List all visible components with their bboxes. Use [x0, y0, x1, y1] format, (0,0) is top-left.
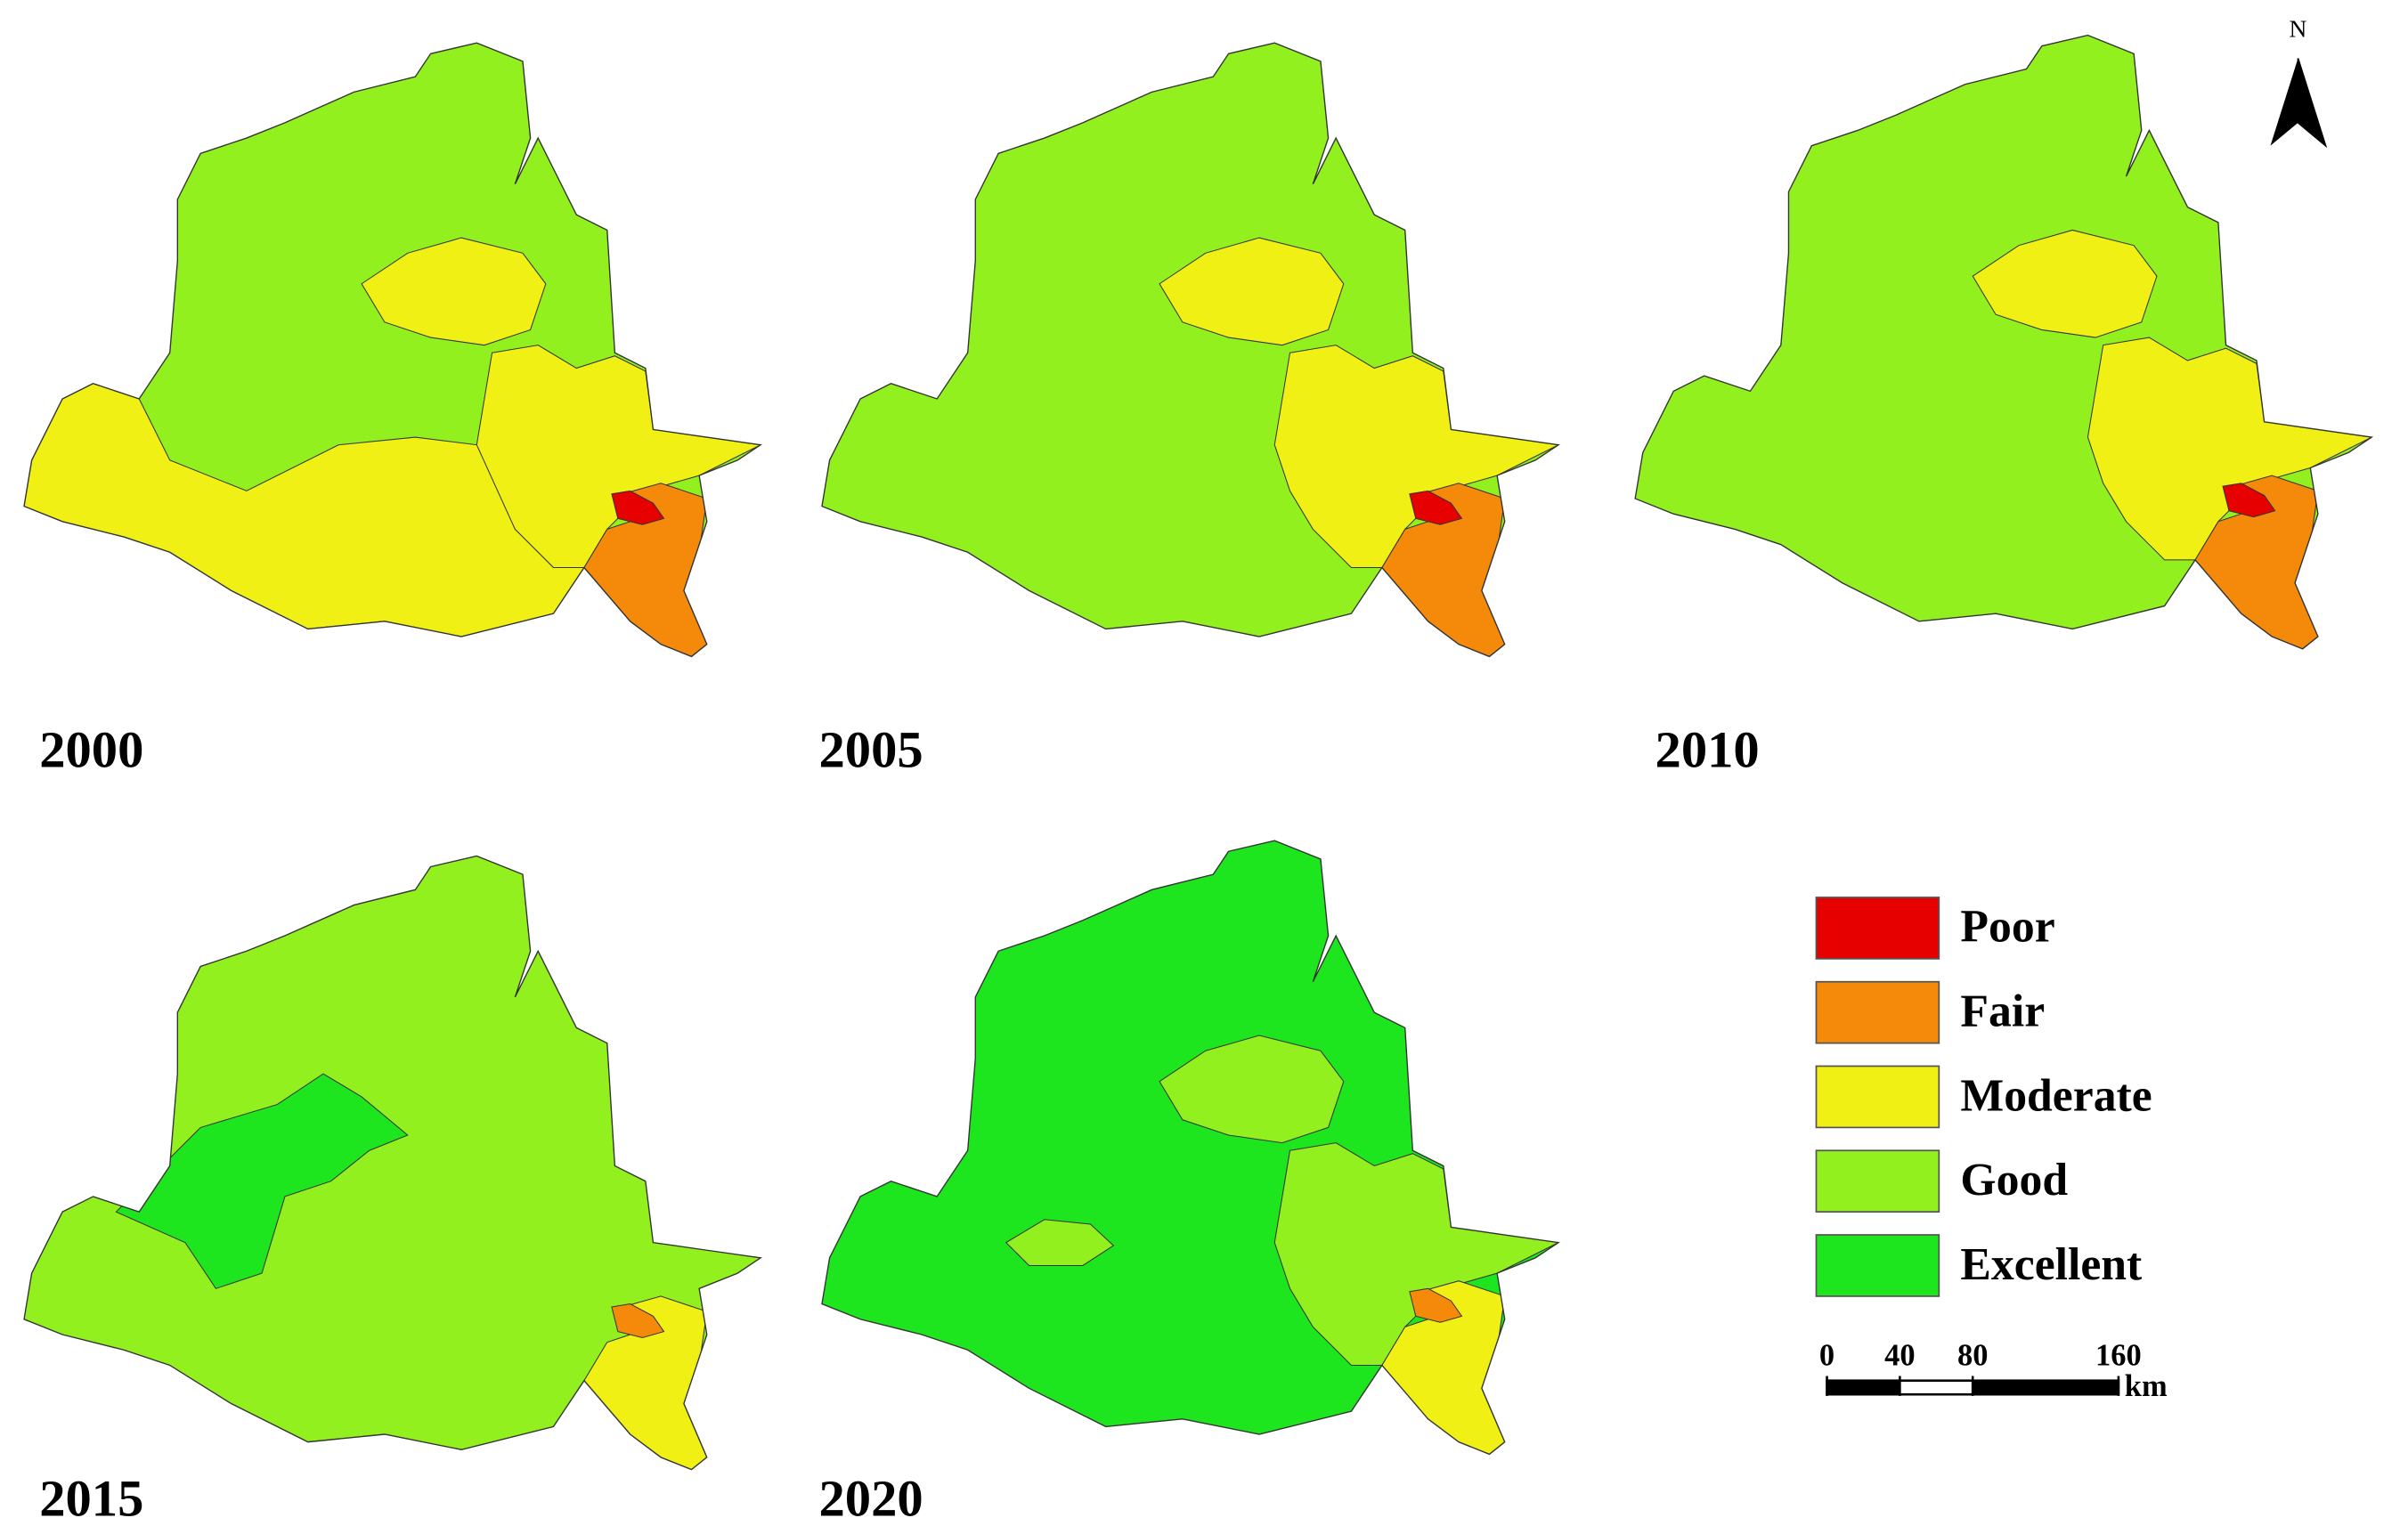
region	[361, 237, 547, 346]
legend-swatch	[1815, 1149, 1940, 1213]
scale-unit: km	[2125, 1369, 2168, 1403]
legend-swatch	[1815, 980, 1940, 1044]
map-panel	[821, 840, 1560, 1456]
region	[1159, 1035, 1345, 1144]
regions	[1159, 237, 1559, 657]
year-label: 2015	[39, 1469, 143, 1527]
region	[1972, 229, 2158, 338]
legend-label: Moderate	[1960, 1070, 2152, 1121]
scale-tick-label: 40	[1884, 1338, 1915, 1372]
region	[1409, 490, 1463, 525]
legend-swatch	[1815, 1065, 1940, 1129]
legend-label: Excellent	[1960, 1239, 2142, 1290]
region	[24, 856, 761, 1470]
region	[115, 1073, 409, 1289]
year-label: 2005	[819, 721, 923, 779]
region	[2222, 483, 2276, 518]
boundary	[821, 840, 1560, 1456]
year-label: 2020	[819, 1469, 923, 1527]
region	[611, 1303, 665, 1338]
scale-segment	[1826, 1379, 1901, 1396]
scale-tick-label: 80	[1957, 1338, 1988, 1372]
year-label: 2000	[39, 721, 143, 779]
north-arrow: N	[2270, 14, 2328, 149]
scale-tick-label: 160	[2095, 1338, 2142, 1372]
north-label: N	[2290, 14, 2307, 42]
regions	[1972, 229, 2372, 649]
map-panel	[23, 42, 762, 658]
arrow-right	[2297, 58, 2328, 149]
scale-segment	[1971, 1379, 2120, 1396]
legend-swatch	[1815, 1234, 1940, 1297]
boundary	[821, 42, 1560, 658]
legend-swatch	[1815, 897, 1940, 960]
map-panel	[821, 42, 1560, 658]
regions	[1005, 1035, 1559, 1455]
region	[1005, 1219, 1115, 1266]
regions	[24, 237, 761, 657]
year-label: 2010	[1656, 721, 1760, 779]
region	[1159, 237, 1345, 346]
legend-label: Poor	[1960, 902, 2054, 953]
scale-segment	[1899, 1379, 1974, 1396]
arrow-left	[2270, 58, 2298, 146]
scale-tick-label: 0	[1819, 1338, 1834, 1372]
region	[611, 490, 665, 525]
map-panel	[23, 855, 762, 1471]
boundary	[1634, 34, 2374, 650]
legend-label: Good	[1960, 1155, 2068, 1205]
map-panel	[1634, 34, 2374, 650]
legend-label: Fair	[1960, 986, 2045, 1036]
boundary	[23, 42, 762, 658]
region	[1409, 1287, 1463, 1323]
regions	[115, 1073, 708, 1470]
boundary	[23, 855, 762, 1471]
